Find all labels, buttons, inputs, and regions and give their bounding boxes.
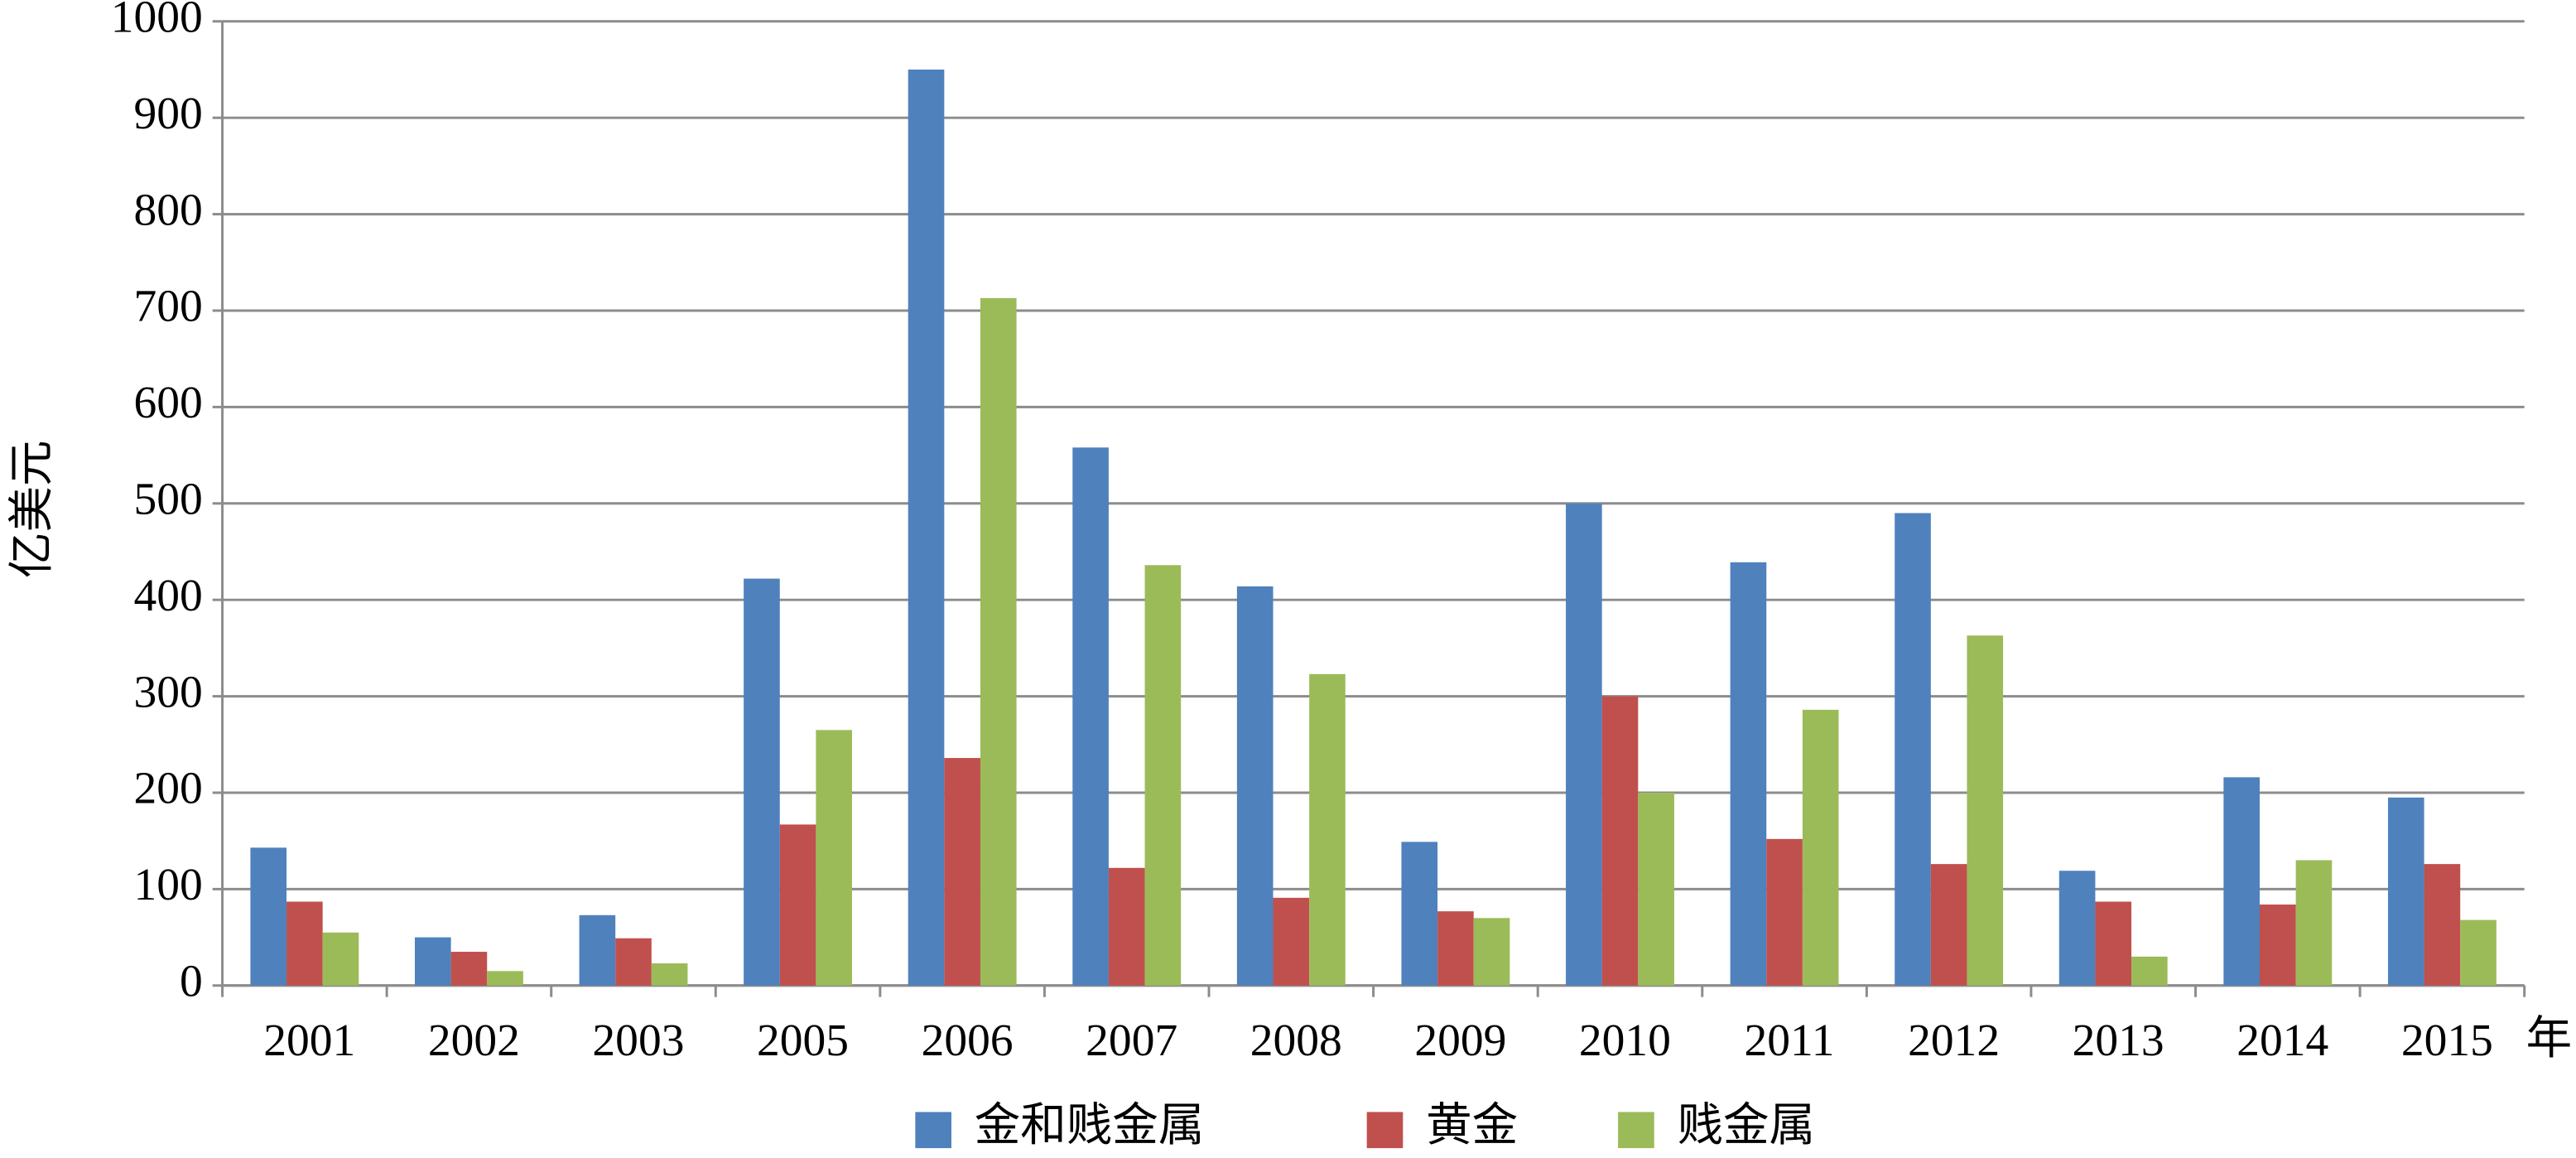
bar (2131, 956, 2168, 986)
x-tick-label: 2009 (1414, 1016, 1506, 1066)
bar (2424, 864, 2461, 986)
bar (1236, 586, 1274, 986)
legend-label: 金和贱金属 (975, 1101, 1205, 1151)
x-tick-label: 2006 (922, 1016, 1014, 1066)
x-tick-label: 2010 (1579, 1016, 1671, 1066)
bar (579, 914, 616, 986)
bar (1967, 635, 2004, 986)
bar (1401, 842, 1438, 986)
bar (651, 963, 688, 986)
y-tick-label: 100 (133, 860, 202, 910)
bar (1072, 447, 1109, 986)
bar (980, 297, 1017, 986)
legend-swatch (1366, 1112, 1404, 1149)
bar (2223, 777, 2260, 986)
bar (615, 938, 652, 986)
bar (1638, 792, 1674, 986)
bar (1766, 838, 1803, 986)
x-tick-label: 2011 (1745, 1016, 1835, 1066)
bar (1144, 565, 1182, 986)
y-tick-label: 0 (180, 957, 203, 1007)
y-tick-label: 300 (133, 667, 202, 717)
bar (1566, 503, 1602, 986)
x-tick-label: 2014 (2237, 1016, 2328, 1066)
bar (1895, 513, 1931, 986)
bar (322, 932, 359, 986)
bar (250, 847, 287, 986)
x-tick-label: 2007 (1086, 1016, 1177, 1066)
y-tick-label: 700 (133, 282, 202, 332)
bar (1730, 562, 1767, 986)
y-tick-label: 1000 (111, 0, 203, 43)
x-tick-label: 2008 (1250, 1016, 1342, 1066)
bar (487, 971, 523, 986)
bar (1108, 867, 1145, 986)
bar (450, 952, 488, 986)
x-axis-label: 年 (2526, 1014, 2573, 1064)
bar (1473, 918, 1510, 986)
x-tick-label: 2005 (757, 1016, 849, 1066)
x-tick-label: 2013 (2073, 1016, 2164, 1066)
bar (1802, 709, 1839, 986)
legend-swatch (915, 1112, 951, 1149)
bar (1601, 696, 1639, 986)
bar (2295, 860, 2333, 986)
bar (1309, 673, 1346, 986)
bar (779, 824, 816, 986)
bar (944, 758, 980, 986)
legend-label: 贱金属 (1677, 1101, 1815, 1151)
legend-swatch (1618, 1112, 1654, 1149)
bar (2460, 919, 2497, 986)
y-tick-label: 500 (133, 475, 202, 525)
bar (744, 578, 780, 986)
y-tick-label: 900 (133, 89, 202, 139)
bar (286, 901, 323, 986)
bar (816, 730, 853, 986)
x-tick-label: 2012 (1908, 1016, 2000, 1066)
x-tick-label: 2015 (2401, 1016, 2493, 1066)
y-tick-label: 400 (133, 571, 202, 621)
legend-label: 黄金 (1426, 1101, 1518, 1151)
x-tick-label: 2001 (263, 1016, 355, 1066)
y-tick-label: 600 (133, 378, 202, 428)
y-tick-label: 800 (133, 185, 202, 235)
bar (1273, 897, 1310, 986)
y-tick-label: 200 (133, 764, 202, 814)
bar (2387, 797, 2424, 986)
x-tick-label: 2002 (428, 1016, 520, 1066)
y-axis-label: 亿美元 (7, 440, 58, 578)
bar (2259, 905, 2296, 986)
x-tick-label: 2003 (592, 1016, 684, 1066)
bar (908, 69, 945, 986)
bar (1930, 864, 1967, 986)
bar (414, 937, 451, 986)
bar (2095, 901, 2132, 986)
bar (2058, 871, 2096, 986)
bar (1437, 911, 1474, 986)
